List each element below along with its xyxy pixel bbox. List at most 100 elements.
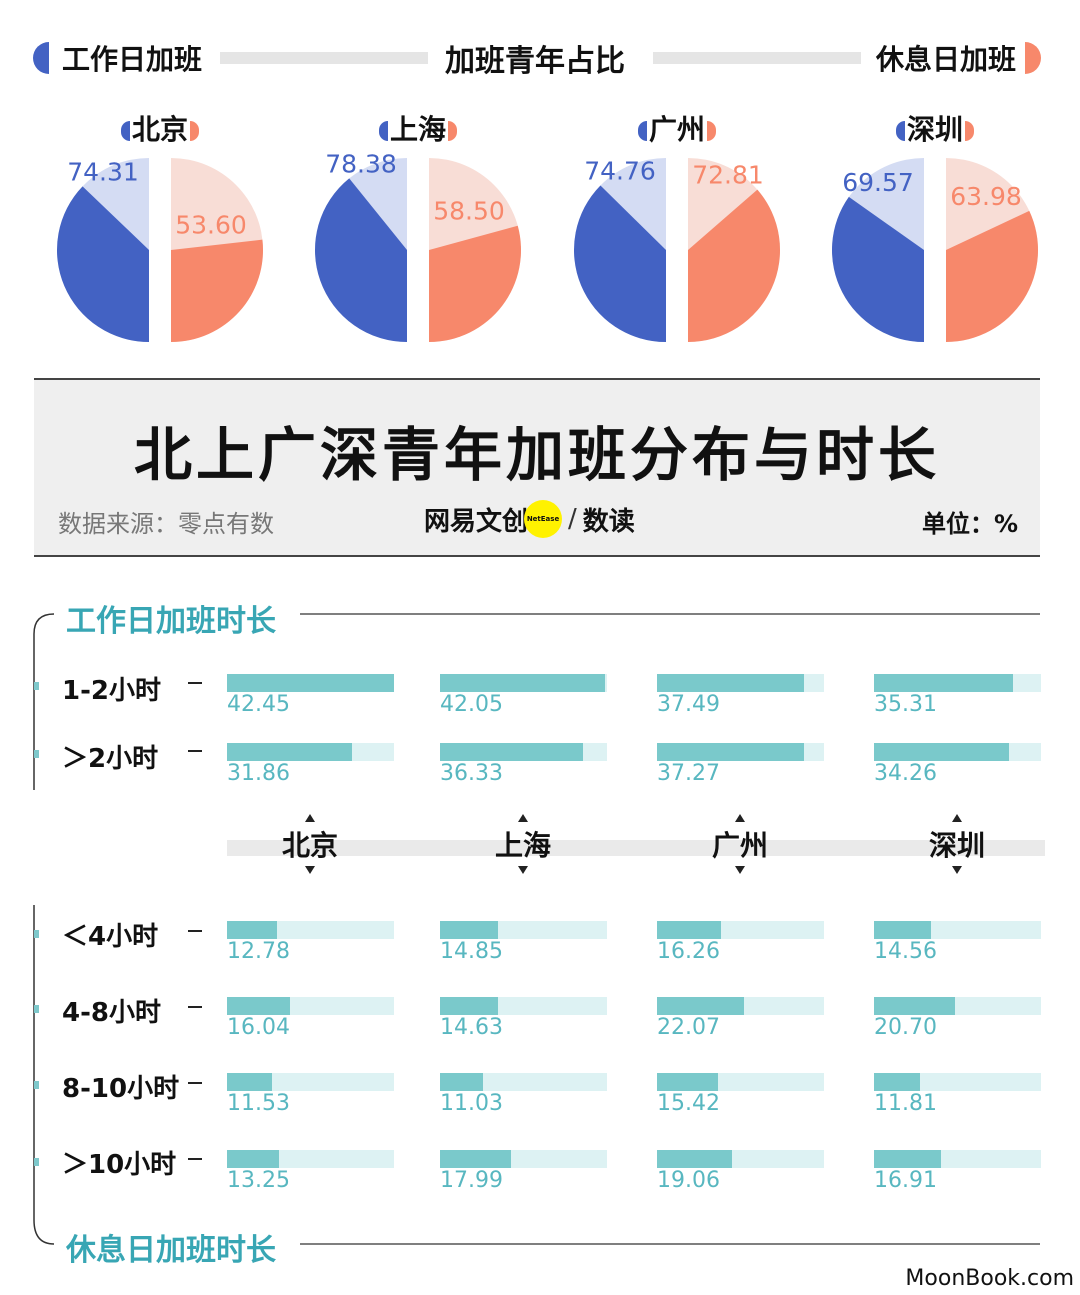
bar bbox=[440, 921, 499, 939]
bar-track bbox=[227, 997, 394, 1015]
bar bbox=[227, 997, 291, 1015]
pie-slice-weekend bbox=[429, 225, 521, 342]
bar-value-label: 20.70 bbox=[874, 1015, 937, 1040]
bar bbox=[440, 997, 498, 1015]
bar-value-label: 22.07 bbox=[657, 1015, 720, 1040]
up-arrow-icon bbox=[518, 814, 528, 822]
bar bbox=[227, 921, 278, 939]
brand-name: 网易文创 bbox=[424, 506, 529, 537]
row-dash bbox=[188, 930, 202, 932]
weekend-half-icon bbox=[965, 121, 974, 141]
section-weekday-title: 工作日加班时长 bbox=[66, 604, 276, 639]
bar bbox=[874, 921, 932, 939]
bar bbox=[874, 743, 1009, 761]
pie-slice-weekday bbox=[574, 185, 666, 342]
up-arrow-icon bbox=[305, 814, 315, 822]
city-label-shanghai: 上海 bbox=[453, 814, 593, 874]
row-dash bbox=[188, 682, 202, 684]
pie-label-weekday: 69.57 bbox=[842, 168, 914, 197]
bar-track bbox=[657, 1150, 824, 1168]
bar-track bbox=[657, 674, 824, 692]
row-tick bbox=[34, 930, 39, 938]
brand-separator: / bbox=[568, 504, 577, 534]
bar-value-label: 34.26 bbox=[874, 761, 937, 786]
city-label-guangzhou: 广州 bbox=[670, 814, 810, 874]
bar-value-label: 11.03 bbox=[440, 1091, 503, 1116]
row-dash bbox=[188, 750, 202, 752]
pie-label-weekend: 63.98 bbox=[950, 182, 1022, 211]
pie-city-title-beijing: 北京 bbox=[80, 108, 240, 148]
bar-value-label: 11.53 bbox=[227, 1091, 290, 1116]
bar-track bbox=[227, 1073, 394, 1091]
row-tick bbox=[34, 1005, 39, 1013]
bar-track bbox=[227, 1150, 394, 1168]
legend-weekend-label: 休息日加班 bbox=[876, 43, 1017, 76]
down-arrow-icon bbox=[735, 866, 745, 874]
bar bbox=[440, 1150, 511, 1168]
bar-track bbox=[657, 921, 824, 939]
bar-track bbox=[657, 1073, 824, 1091]
weekday-half-icon bbox=[637, 121, 647, 141]
down-arrow-icon bbox=[952, 866, 962, 874]
bar-track bbox=[874, 743, 1041, 761]
row-label: ＞2小时 bbox=[62, 744, 159, 774]
bar bbox=[227, 674, 394, 692]
pie-slice-weekday bbox=[832, 196, 924, 342]
bar-value-label: 14.85 bbox=[440, 939, 503, 964]
bar-value-label: 17.99 bbox=[440, 1168, 503, 1193]
weekday-half-circle-icon bbox=[33, 42, 49, 74]
pie-slice-weekday bbox=[314, 178, 407, 342]
bar bbox=[440, 674, 606, 692]
brand-sub: 数读 bbox=[582, 506, 635, 537]
bar-value-label: 37.49 bbox=[657, 692, 720, 717]
city-divider-band bbox=[227, 840, 1045, 856]
pie-slice-weekday bbox=[57, 186, 149, 342]
bar-track bbox=[440, 1073, 607, 1091]
row-tick bbox=[34, 750, 39, 758]
down-arrow-icon bbox=[518, 866, 528, 874]
bar-track bbox=[874, 921, 1041, 939]
bar-track bbox=[874, 674, 1041, 692]
watermark: MoonBook.com bbox=[905, 1266, 1074, 1291]
netease-badge-icon: NetEase bbox=[524, 500, 563, 538]
bar-track bbox=[874, 1150, 1041, 1168]
pie-slice-weekend bbox=[946, 210, 1038, 342]
bar-value-label: 19.06 bbox=[657, 1168, 720, 1193]
bar bbox=[440, 1073, 484, 1091]
brand-logo: 网易文创 NetEase / 数读 bbox=[424, 500, 635, 538]
bar-track bbox=[227, 921, 394, 939]
bar-value-label: 15.42 bbox=[657, 1091, 720, 1116]
header-divider-left bbox=[220, 52, 428, 64]
bar-track bbox=[440, 921, 607, 939]
bar-value-label: 16.91 bbox=[874, 1168, 937, 1193]
weekday-half-icon bbox=[120, 121, 130, 141]
title-banner: 北上广深青年加班分布与时长 数据来源：零点有数 网易文创 NetEase / 数… bbox=[34, 378, 1040, 557]
bar bbox=[657, 674, 805, 692]
bar bbox=[874, 1073, 921, 1091]
bar-value-label: 42.05 bbox=[440, 692, 503, 717]
bar bbox=[657, 743, 804, 761]
pie-label-weekday: 78.38 bbox=[325, 150, 397, 178]
bar-value-label: 12.78 bbox=[227, 939, 290, 964]
row-tick bbox=[34, 1158, 39, 1166]
bar-value-label: 31.86 bbox=[227, 761, 290, 786]
bar bbox=[657, 1073, 718, 1091]
bar-track bbox=[227, 674, 394, 692]
bar-track bbox=[440, 743, 607, 761]
section-bracket-lines bbox=[33, 613, 1040, 1245]
bar-value-label: 36.33 bbox=[440, 761, 503, 786]
bar-track bbox=[440, 674, 607, 692]
row-dash bbox=[188, 1082, 202, 1084]
bar-track bbox=[440, 997, 607, 1015]
bar-track bbox=[657, 743, 824, 761]
bar bbox=[657, 997, 744, 1015]
bar-value-label: 14.56 bbox=[874, 939, 937, 964]
row-label: 8-10小时 bbox=[62, 1074, 180, 1104]
weekday-half-icon bbox=[378, 121, 388, 141]
pie-label-weekend: 58.50 bbox=[433, 197, 505, 226]
top-title: 加班青年占比 bbox=[445, 44, 625, 79]
bar-track bbox=[227, 743, 394, 761]
section-weekend-title: 休息日加班时长 bbox=[66, 1233, 276, 1268]
bar-value-label: 16.26 bbox=[657, 939, 720, 964]
weekend-half-icon bbox=[190, 121, 199, 141]
